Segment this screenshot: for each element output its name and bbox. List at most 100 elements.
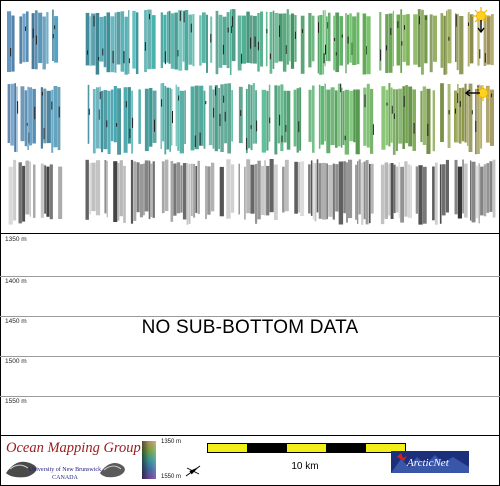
swath-shadow — [298, 121, 300, 133]
swath-shadow — [132, 117, 134, 128]
swath-strip — [139, 164, 143, 218]
swath-strip — [19, 16, 23, 64]
swath-strip — [184, 90, 186, 145]
swath-strip — [175, 84, 177, 147]
swath-shadow — [281, 135, 283, 143]
swath-strip — [390, 163, 394, 219]
swath-strip — [406, 14, 410, 66]
swath-strip — [398, 88, 403, 144]
swath-strip — [261, 165, 264, 215]
swath-strip — [308, 13, 312, 68]
swath-strip — [447, 9, 452, 64]
swath-strip — [326, 163, 328, 220]
swath-shadow — [404, 25, 405, 30]
scale-bar-segment — [247, 444, 287, 452]
swath-shadow — [231, 26, 233, 34]
swath-strip — [392, 10, 394, 67]
swath-strip — [110, 89, 114, 142]
swath-strip — [346, 162, 348, 223]
swath-strip — [388, 163, 391, 216]
swath-strip — [229, 9, 232, 75]
swath-strip — [384, 162, 389, 219]
swath-strip — [163, 14, 167, 63]
swath-strip — [357, 161, 359, 224]
swath-shadow — [41, 92, 43, 96]
swath-strip — [398, 162, 400, 219]
swath-strip — [422, 86, 427, 145]
sun-arrow-down-icon — [472, 7, 490, 34]
swath-strip — [33, 164, 36, 218]
depth-label-1550: 1550 m — [5, 398, 27, 405]
swath-strip — [89, 16, 91, 67]
swath-strip — [99, 86, 101, 149]
swath-strip — [362, 13, 367, 75]
swath-shadow — [425, 16, 427, 20]
swath-shadow — [418, 16, 420, 25]
swath-strip — [255, 164, 258, 224]
swath-strip — [483, 164, 487, 217]
swath-strip — [31, 13, 35, 70]
country-name: CANADA — [52, 475, 78, 481]
swath-strip — [486, 85, 490, 143]
swath-shadow — [88, 108, 90, 115]
swath-strip — [44, 165, 47, 214]
swath-strip — [361, 162, 364, 225]
swath-strip — [42, 16, 46, 70]
swath-strip — [144, 10, 147, 73]
swath-shadow — [99, 91, 101, 100]
swath-shadow — [341, 34, 343, 38]
swath-strip — [447, 84, 451, 148]
swath-strip — [113, 161, 118, 222]
swath-strip — [24, 90, 28, 147]
swath-strip — [445, 159, 449, 213]
swath-strip — [40, 87, 43, 149]
swath-strip — [392, 89, 396, 155]
swath-strip — [326, 16, 328, 61]
depth-colorbar — [142, 441, 156, 479]
swath-shadow — [222, 44, 224, 55]
swath-strip — [184, 10, 189, 71]
swath-strip — [486, 15, 491, 65]
swath-strip — [194, 85, 199, 150]
swath-shadow — [386, 102, 388, 106]
swath-shadow — [219, 113, 221, 127]
swath-strip — [148, 160, 151, 220]
swath-shadow — [344, 135, 346, 141]
swath-shadow — [223, 95, 225, 103]
swath-strip — [335, 90, 338, 148]
swath-strip — [117, 88, 121, 155]
swath-strip — [491, 14, 494, 66]
swath-strip — [206, 14, 208, 73]
swath-strip — [380, 164, 385, 225]
swath-strip — [413, 14, 418, 65]
swath-strip — [348, 159, 353, 219]
swath-strip — [319, 15, 323, 75]
swath-shadow — [231, 16, 233, 27]
swath-shadow — [227, 27, 229, 33]
swath-strip — [300, 161, 305, 217]
swath-strip — [467, 12, 470, 67]
swath-strip — [182, 163, 187, 220]
swath-strip — [27, 86, 29, 150]
swath-shadow — [177, 50, 179, 57]
swath-strip — [152, 161, 155, 218]
swath-strip — [369, 163, 371, 224]
swath-strip — [469, 14, 474, 64]
swath-shadow — [386, 45, 387, 51]
swath-strip — [466, 89, 469, 146]
depth-label-1450: 1450 m — [5, 318, 27, 325]
swath-strip — [16, 86, 18, 153]
swath-strip — [265, 11, 268, 67]
swath-strip — [123, 87, 128, 153]
swath-shadow — [455, 108, 456, 114]
swath-shadow — [93, 15, 95, 27]
swath-strip — [202, 12, 206, 63]
swath-strip — [162, 83, 165, 142]
swath-strip — [245, 88, 248, 154]
swath-shadow — [448, 110, 450, 115]
swath-strip — [316, 159, 319, 213]
swath-strip — [363, 87, 367, 146]
swath-strip — [207, 166, 211, 215]
swath-strip — [293, 89, 297, 147]
swath-strip — [464, 163, 468, 218]
